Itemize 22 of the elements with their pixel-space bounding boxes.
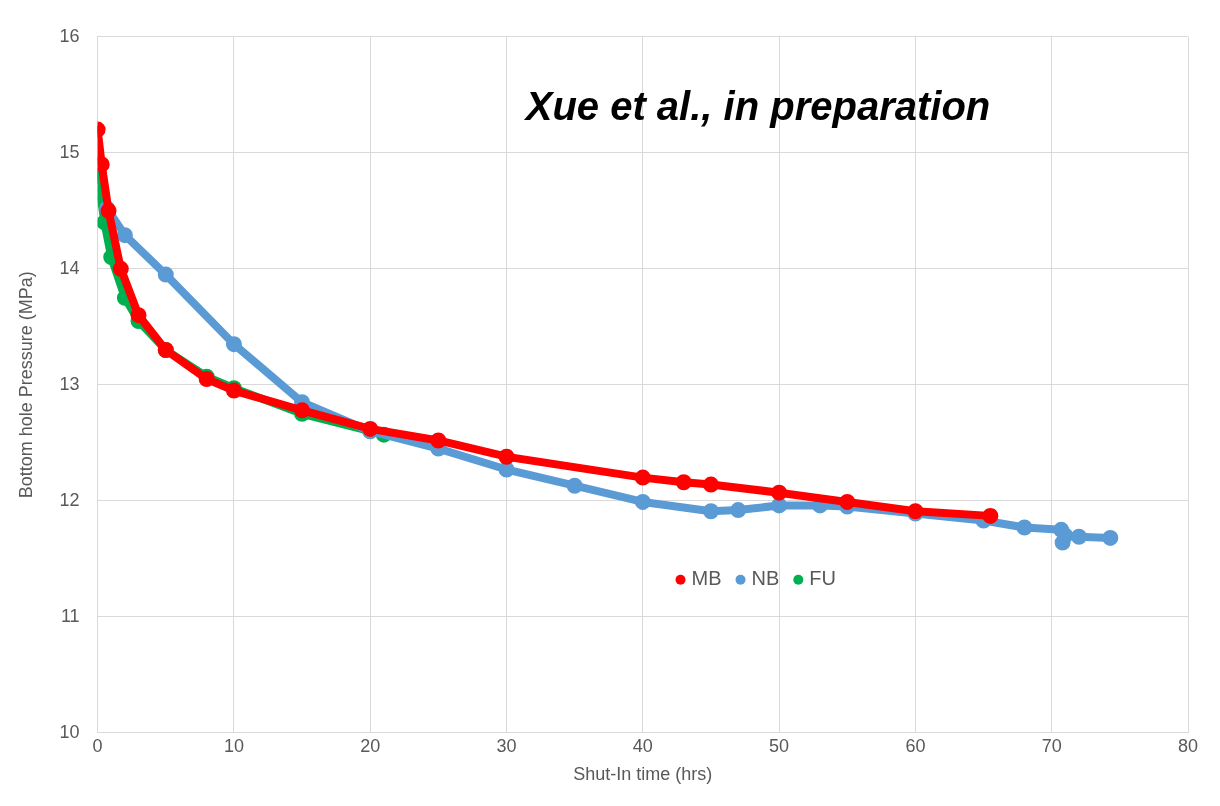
y-axis-title: Bottom hole Pressure (MPa) [15, 271, 36, 499]
x-tick-label: 60 [905, 735, 926, 756]
x-tick-label: 0 [92, 735, 103, 756]
x-tick-label: 40 [632, 735, 653, 756]
y-tick-label: 14 [59, 257, 80, 278]
x-tick-label: 70 [1041, 735, 1062, 756]
y-tick-label: 16 [59, 25, 80, 46]
x-axis-title: Shut-In time (hrs) [573, 764, 713, 785]
legend-label: NB [751, 567, 780, 590]
x-tick-label: 20 [360, 735, 381, 756]
y-tick-label: 10 [59, 721, 80, 742]
x-tick-label: 50 [769, 735, 790, 756]
annotation: Xue et al., in preparation [523, 83, 991, 128]
y-tick-label: 13 [59, 373, 80, 394]
legend-label: MB [691, 567, 722, 590]
y-tick-label: 11 [60, 605, 80, 626]
y-tick-label: 15 [59, 141, 80, 162]
x-tick-label: 10 [223, 735, 244, 756]
x-tick-label: 30 [496, 735, 517, 756]
legend-label: FU [809, 567, 836, 590]
x-tick-label: 80 [1177, 735, 1199, 756]
y-tick-label: 12 [59, 489, 80, 510]
